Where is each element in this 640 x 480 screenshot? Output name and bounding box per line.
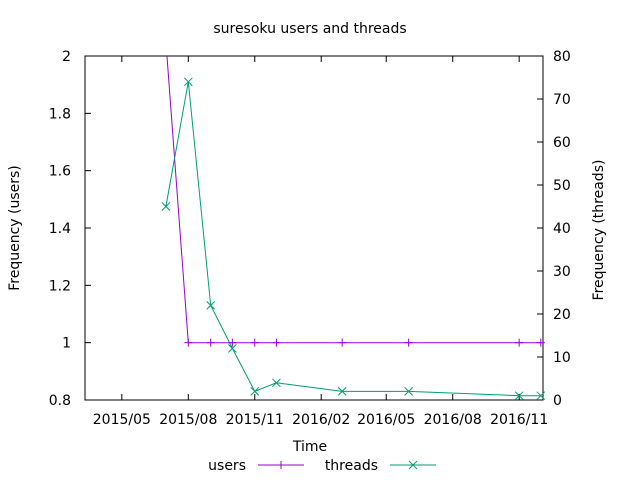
y-left-tick-label: 1 (62, 336, 71, 352)
marker-stroke (250, 387, 260, 396)
marker-stroke (408, 460, 418, 470)
y-right-tick-label: 20 (553, 307, 571, 323)
y-left-tick-label: 1.6 (49, 164, 71, 180)
y-left-tick-label: 0.8 (49, 393, 71, 409)
data-point-users (536, 338, 545, 347)
x-tick-label: 2016/11 (490, 412, 548, 428)
x-tick-label: 2015/08 (159, 412, 217, 428)
marker-stroke (272, 378, 281, 388)
data-point-users (338, 338, 347, 347)
y-axis-right: 0 10 20 30 40 50 60 70 80 (537, 49, 571, 409)
data-point-users (184, 338, 193, 347)
legend-marker-threads (408, 460, 418, 470)
data-point-users (404, 338, 413, 347)
x-tick-label: 2015/11 (226, 412, 284, 428)
marker-stroke (228, 344, 237, 353)
series-line-users (166, 56, 541, 344)
marker-stroke (337, 387, 347, 396)
y-right-tick-label: 70 (553, 92, 571, 108)
data-point-users (206, 338, 215, 347)
data-point-threads (228, 344, 237, 353)
y-right-tick-label: 50 (553, 178, 571, 194)
y-right-tick-label: 30 (553, 264, 571, 280)
x-tick-label: 2015/05 (93, 412, 151, 428)
data-point-threads (404, 387, 413, 396)
chart-title: suresoku users and threads (213, 21, 406, 37)
x-tick-label: 2016/05 (357, 412, 415, 428)
y-left-tick-label: 1.2 (49, 278, 71, 294)
data-point-threads (206, 301, 216, 310)
y-left-tick-label: 2 (62, 49, 71, 65)
y-right-tick-label: 80 (553, 49, 571, 65)
y-axis-right-label: Frequency (threads) (591, 160, 607, 301)
data-point-users (250, 338, 259, 347)
y-right-tick-label: 60 (553, 135, 571, 151)
data-point-threads (514, 391, 524, 401)
legend-label-threads: threads (325, 458, 378, 474)
legend-label-users: users (208, 458, 246, 474)
y-axis-left-label: Frequency (users) (7, 165, 23, 291)
series-group (165, 56, 541, 397)
marker-stroke (206, 301, 216, 310)
y-right-tick-label: 10 (553, 350, 571, 366)
data-point-users (272, 338, 281, 347)
y-axis-left: 0.8 1 1.2 1.4 1.6 1.8 2 (49, 49, 91, 409)
x-tick-label: 2016/08 (424, 412, 482, 428)
x-tick-label: 2016/02 (292, 412, 350, 428)
data-point-threads (250, 387, 260, 396)
marker-stroke (161, 202, 171, 211)
data-point-threads (337, 387, 347, 396)
data-point-threads (161, 202, 171, 211)
marker-stroke (536, 391, 546, 401)
plot-frame (84, 55, 544, 401)
legend: users threads (208, 458, 436, 474)
y-left-tick-label: 1.4 (49, 221, 71, 237)
x-axis-label: Time (292, 439, 327, 455)
y-right-tick-label: 40 (553, 221, 571, 237)
data-point-threads (183, 77, 193, 87)
marker-stroke (183, 77, 193, 87)
y-right-tick-label: 0 (553, 393, 562, 409)
series-line-threads (165, 81, 541, 397)
legend-marker-users (277, 461, 285, 469)
marker-stroke (404, 387, 413, 396)
marker-stroke (514, 391, 524, 401)
data-point-threads (536, 391, 546, 401)
markers-group (161, 77, 546, 401)
plot-border (84, 55, 544, 401)
y-left-tick-label: 1.8 (49, 106, 71, 122)
data-point-threads (272, 378, 281, 388)
x-axis: 2015/05 2015/08 2015/11 2016/02 2016/05 2016/… (93, 56, 548, 428)
data-point-users (228, 338, 237, 347)
data-point-users (515, 338, 524, 347)
